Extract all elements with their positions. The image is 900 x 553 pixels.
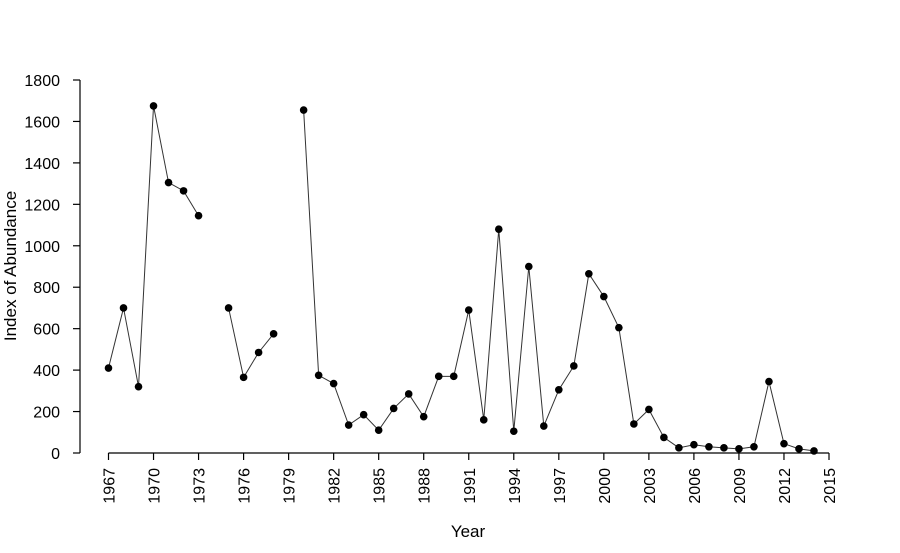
x-tick-label: 1991 bbox=[462, 468, 479, 504]
data-point bbox=[810, 447, 818, 455]
series-line-segment bbox=[303, 110, 815, 452]
y-tick-label: 1400 bbox=[24, 156, 60, 173]
y-tick-label: 800 bbox=[33, 280, 60, 297]
data-point bbox=[254, 348, 263, 357]
x-tick-label: 2003 bbox=[642, 468, 659, 504]
x-tick-label: 2006 bbox=[687, 468, 704, 504]
x-tick-label: 1982 bbox=[327, 468, 344, 504]
y-tick-label: 1800 bbox=[24, 73, 60, 90]
data-point bbox=[705, 442, 713, 451]
data-point bbox=[314, 371, 323, 380]
y-axis: 0 200 400 600 800 1000 1200 1400 1600 1800 bbox=[24, 73, 81, 463]
data-point bbox=[750, 442, 758, 451]
data-point bbox=[570, 362, 578, 370]
data-point bbox=[780, 439, 788, 448]
x-tick-label: 1985 bbox=[372, 468, 389, 504]
x-tick-label: 1994 bbox=[507, 468, 524, 504]
x-tick-label: 1967 bbox=[102, 468, 119, 504]
data-point bbox=[494, 225, 503, 233]
series-1 bbox=[104, 102, 818, 455]
data-point bbox=[735, 445, 743, 453]
y-tick-label: 1000 bbox=[24, 239, 60, 256]
data-point bbox=[524, 262, 533, 271]
data-point bbox=[164, 178, 173, 187]
data-point bbox=[795, 445, 803, 453]
series-line-segment bbox=[228, 307, 275, 379]
data-point bbox=[464, 306, 473, 314]
y-axis-title: Index of Abundance bbox=[1, 191, 20, 341]
data-point bbox=[389, 404, 398, 413]
x-tick-label: 2009 bbox=[732, 468, 749, 504]
data-point bbox=[645, 405, 653, 414]
x-tick-label: 2012 bbox=[777, 468, 794, 504]
data-point bbox=[239, 373, 248, 382]
x-axis: 1967 1970 1973 1976 1979 1982 1985 1988 1991 1994… bbox=[102, 452, 839, 504]
data-point bbox=[660, 433, 668, 442]
x-tick-label: 2015 bbox=[822, 468, 839, 504]
y-tick-label: 0 bbox=[51, 446, 60, 463]
data-point bbox=[690, 440, 698, 449]
x-tick-label: 1970 bbox=[147, 468, 164, 504]
data-point bbox=[675, 444, 683, 452]
data-point bbox=[359, 410, 368, 419]
data-point bbox=[329, 379, 338, 388]
data-point bbox=[344, 421, 353, 429]
data-point bbox=[765, 377, 773, 386]
data-point bbox=[419, 412, 428, 421]
data-point bbox=[194, 211, 203, 220]
data-point bbox=[449, 372, 458, 381]
data-point bbox=[720, 444, 728, 452]
x-tick-label: 1988 bbox=[417, 468, 434, 504]
data-point bbox=[224, 304, 233, 312]
x-tick-label: 1997 bbox=[552, 468, 569, 504]
data-point bbox=[615, 323, 623, 332]
y-tick-label: 600 bbox=[33, 322, 60, 339]
data-point bbox=[434, 372, 443, 381]
data-point bbox=[134, 382, 143, 391]
data-point bbox=[179, 187, 188, 195]
data-point bbox=[585, 269, 593, 278]
x-tick-label: 2000 bbox=[597, 468, 614, 504]
data-point bbox=[509, 427, 518, 436]
data-point bbox=[630, 420, 638, 428]
y-tick-label: 200 bbox=[33, 405, 60, 422]
data-point bbox=[600, 292, 608, 301]
x-tick-label: 1973 bbox=[192, 468, 209, 504]
data-point bbox=[404, 390, 413, 398]
data-point bbox=[479, 416, 488, 424]
x-tick-label: 1979 bbox=[282, 468, 299, 504]
data-point bbox=[540, 422, 548, 430]
data-point bbox=[374, 426, 383, 435]
data-point bbox=[269, 330, 278, 338]
x-axis-title: Year bbox=[451, 522, 486, 541]
data-point bbox=[299, 106, 308, 114]
data-point bbox=[555, 385, 563, 394]
x-tick-label: 1976 bbox=[237, 468, 254, 504]
data-point bbox=[119, 304, 128, 312]
y-tick-label: 1600 bbox=[24, 114, 60, 131]
data-point bbox=[104, 364, 113, 372]
data-point bbox=[149, 102, 158, 110]
series-line-segment bbox=[108, 105, 199, 387]
y-tick-label: 400 bbox=[33, 363, 60, 380]
y-tick-label: 1200 bbox=[24, 197, 60, 214]
